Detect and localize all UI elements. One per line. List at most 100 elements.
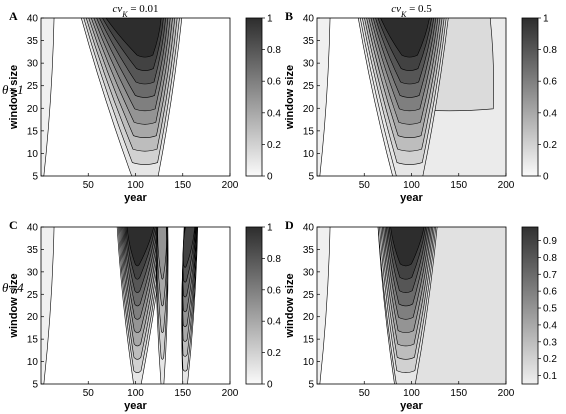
colorbar-tick-label: 0.3 (543, 337, 557, 348)
contour-regions (41, 227, 198, 384)
colorbar-tick-label: 1 (267, 223, 273, 234)
y-tick-label: 5 (32, 380, 38, 391)
y-tick-label: 30 (303, 59, 315, 70)
contour-level (380, 18, 430, 58)
y-tick-label: 40 (303, 223, 315, 234)
colorbar-tick-label: 0.2 (543, 140, 557, 151)
y-tick-label: 40 (27, 14, 39, 25)
y-tick-label: 20 (303, 104, 315, 115)
y-tick-label: 30 (27, 267, 39, 278)
colorbar-tick-label: 0.4 (267, 108, 281, 119)
x-tick-label: 150 (450, 180, 467, 191)
x-tick-label: 200 (222, 180, 239, 191)
y-tick-label: 20 (27, 104, 39, 115)
y-tick-label: 5 (308, 380, 314, 391)
contour-level (105, 18, 162, 58)
x-axis-label: year (124, 192, 147, 204)
y-tick-label: 25 (27, 81, 39, 92)
colorbar-tick-label: 0.2 (267, 140, 281, 151)
y-tick-label: 25 (303, 81, 315, 92)
colorbar-tick-label: 0.1 (543, 371, 557, 382)
panel-label: C (9, 218, 18, 232)
colorbar-tick-label: 0.7 (543, 270, 557, 281)
colorbar (245, 226, 263, 385)
colorbar-tick-label: 0 (543, 172, 549, 183)
colorbar-tick-label: 0.4 (543, 320, 557, 331)
colorbar (521, 226, 539, 385)
x-tick-label: 50 (359, 388, 371, 399)
y-tick-label: 15 (303, 335, 315, 346)
colorbar-tick-label: 0.8 (267, 254, 281, 265)
y-tick-label: 20 (303, 312, 315, 323)
colorbar-tick-label: 0.2 (543, 354, 557, 365)
y-tick-label: 10 (27, 357, 39, 368)
colorbar-tick-label: 0.9 (543, 236, 557, 247)
x-tick-label: 50 (83, 180, 95, 191)
y-tick-label: 10 (303, 357, 315, 368)
contour-level (41, 18, 55, 176)
x-tick-label: 150 (174, 388, 191, 399)
y-tick-label: 25 (27, 290, 39, 301)
y-tick-label: 5 (308, 172, 314, 183)
colorbar-tick-label: 1 (267, 14, 273, 25)
y-axis-label: window size (8, 273, 20, 338)
x-tick-label: 150 (450, 388, 467, 399)
panel-label: A (9, 9, 18, 23)
y-tick-label: 10 (303, 149, 315, 160)
x-tick-label: 200 (498, 180, 515, 191)
colorbar-tick-label: 0.8 (543, 45, 557, 56)
colorbar-tick-label: 0.2 (267, 348, 281, 359)
x-tick-label: 150 (174, 180, 191, 191)
x-tick-label: 200 (498, 388, 515, 399)
contour-level (390, 227, 425, 267)
contour-regions (41, 18, 183, 176)
colorbar-tick-label: 0.4 (267, 317, 281, 328)
x-tick-label: 50 (359, 180, 371, 191)
colorbar-tick-label: 0.8 (267, 45, 281, 56)
contour-level (317, 227, 331, 384)
contour-regions (317, 18, 506, 176)
panel-label: B (285, 9, 293, 23)
contour-level (126, 227, 155, 267)
colorbar-tick-label: 0 (267, 380, 273, 391)
panel-d: 50 100 150 200 5 10 15 20 25 30 35 40 year window siz… (284, 218, 557, 412)
colorbar-tick-label: 0.4 (543, 108, 557, 119)
y-tick-label: 15 (27, 126, 39, 137)
colorbar-tick-label: 0.6 (543, 77, 557, 88)
y-tick-label: 10 (27, 149, 39, 160)
y-tick-label: 5 (32, 172, 38, 183)
y-tick-label: 40 (27, 223, 39, 234)
y-axis-label: window size (284, 273, 296, 338)
x-tick-label: 200 (222, 388, 239, 399)
y-tick-label: 35 (27, 36, 39, 47)
colorbar-tick-label: 0.6 (267, 285, 281, 296)
x-tick-label: 100 (127, 388, 144, 399)
y-tick-label: 35 (27, 245, 39, 256)
contour-level (41, 227, 55, 384)
y-tick-label: 35 (303, 245, 315, 256)
row-label-theta-1: θ=1 (2, 82, 24, 97)
x-axis-label: year (400, 400, 423, 412)
x-tick-label: 100 (403, 388, 420, 399)
x-tick-label: 50 (83, 388, 95, 399)
contour-level (317, 18, 331, 176)
y-tick-label: 40 (303, 14, 315, 25)
contour-level (182, 227, 196, 268)
panel-label: D (285, 218, 294, 232)
y-axis-label: window size (8, 65, 20, 130)
y-tick-label: 35 (303, 36, 315, 47)
contour-level (157, 227, 167, 280)
colorbar-tick-label: 0 (267, 172, 273, 183)
colorbar-tick-label: 0.6 (543, 287, 557, 298)
colorbar (245, 17, 263, 177)
row-label-theta-4: θ=4 (2, 280, 24, 295)
y-tick-label: 25 (303, 290, 315, 301)
y-tick-label: 30 (27, 59, 39, 70)
y-tick-label: 15 (303, 126, 315, 137)
y-axis-label: window size (284, 65, 296, 130)
